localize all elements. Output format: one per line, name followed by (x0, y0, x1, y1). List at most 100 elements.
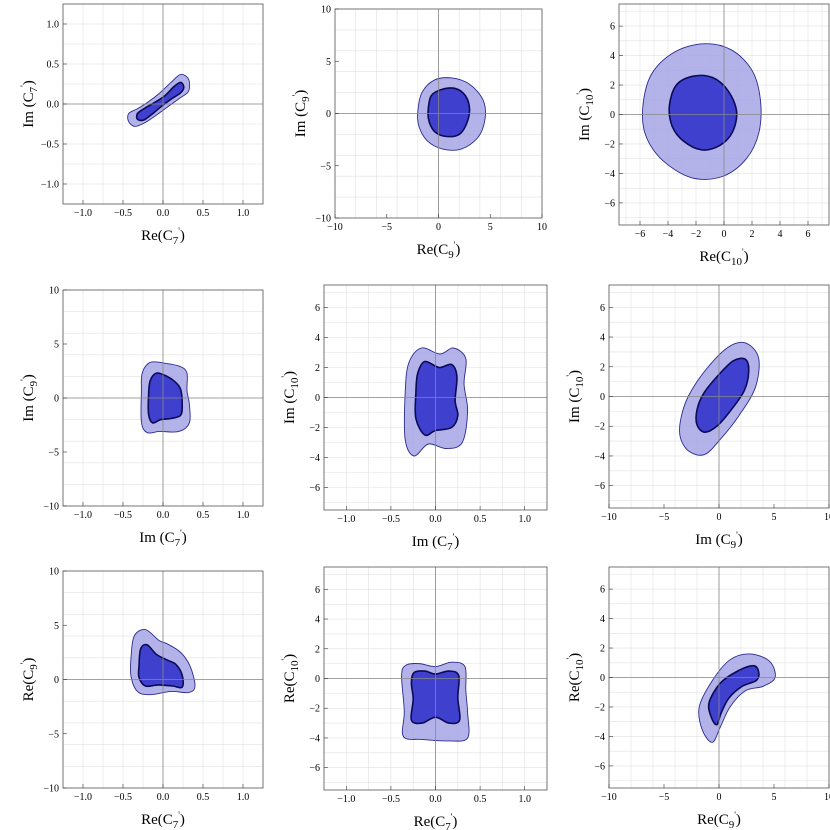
x-tick-label: −0.5 (114, 792, 132, 803)
x-tick-label: 0.0 (429, 514, 442, 525)
y-axis-label: Im (C9') (19, 374, 40, 422)
x-axis-label: Re(C9') (697, 810, 741, 830)
x-tick-label: 1.0 (518, 514, 531, 525)
y-tick-label: 4 (315, 615, 320, 626)
y-tick-label: 2 (600, 644, 605, 655)
x-tick-label: −1.0 (74, 208, 92, 219)
y-tick-label: −4 (594, 732, 605, 743)
x-tick-label: 0.0 (157, 208, 170, 219)
x-tick-label: −2 (691, 229, 702, 240)
x-tick-label: 0.0 (157, 510, 170, 521)
y-tick-label: −2 (309, 423, 320, 434)
x-tick-label: −0.5 (382, 794, 400, 805)
x-tick-label: −1.0 (74, 510, 92, 521)
panel-7: −1.0 −0.5 0.0 0.5 1.0 −10 −5 0 5 10 Re(C7') Re(C9') (19, 567, 264, 830)
y-tick-label: 0 (610, 110, 615, 121)
y-axis-label: Im (C10') (565, 370, 586, 423)
x-tick-label: 10 (537, 222, 547, 233)
x-axis-label: Re(C7') (141, 226, 185, 247)
x-axis-label: Re(C10') (699, 247, 748, 268)
y-tick-label: −6 (309, 763, 320, 774)
x-tick-label: 4 (778, 229, 783, 240)
x-tick-label: 1.0 (518, 794, 531, 805)
y-tick-label: 0 (315, 393, 320, 404)
y-tick-label: 10 (49, 286, 59, 297)
panel-4: −1.0 −0.5 0.0 0.5 1.0 −10 −5 0 5 10 Im (C7') Im (C9… (19, 286, 264, 549)
x-tick-label: 6 (806, 229, 811, 240)
x-tick-label: −1.0 (337, 794, 355, 805)
y-tick-label: −6 (309, 483, 320, 494)
y-tick-label: 2 (315, 644, 320, 655)
x-tick-label: −10 (327, 222, 343, 233)
y-tick-label: −4 (604, 169, 615, 180)
panel-5: −1.0 −0.5 0.0 0.5 1.0 −6 −4 −2 0 2 4 6 Im (C7') Im (C… (280, 284, 548, 553)
y-tick-label: −6 (604, 198, 615, 209)
y-tick-label: 2 (600, 362, 605, 373)
y-tick-label: 0.0 (47, 100, 60, 111)
y-tick-label: −6 (594, 761, 605, 772)
y-tick-label: 10 (49, 567, 59, 578)
x-tick-label: 0 (717, 792, 722, 803)
x-tick-label: −0.5 (114, 510, 132, 521)
x-tick-label: 0.0 (429, 794, 442, 805)
y-tick-label: 5 (54, 621, 59, 632)
y-axis-label: Re(C9') (19, 658, 40, 702)
panel-3: −6 −4 −2 0 2 4 6 −6 −4 −2 0 2 4 6 Re(C10') Im (C10') (575, 3, 830, 268)
x-tick-label: 1.0 (237, 208, 250, 219)
y-tick-label: 0 (326, 109, 331, 120)
y-tick-label: −5 (320, 161, 331, 172)
y-tick-label: −10 (315, 214, 331, 225)
x-tick-label: −1.0 (337, 514, 355, 525)
y-tick-label: 6 (600, 585, 605, 596)
x-tick-label: 10 (824, 512, 830, 523)
panel-2: −10 −5 0 5 10 −10 −5 0 5 10 Re(C9') Im (C9') (291, 5, 547, 262)
inner-confidence-region (695, 357, 750, 433)
y-tick-label: 0 (315, 674, 320, 685)
y-tick-label: 0 (600, 392, 605, 403)
y-tick-label: −5 (48, 448, 59, 459)
x-tick-label: −5 (659, 512, 670, 523)
x-tick-label: −0.5 (114, 208, 132, 219)
x-tick-label: 10 (824, 792, 830, 803)
x-tick-label: 0 (722, 229, 727, 240)
y-tick-label: 4 (600, 614, 605, 625)
x-axis-label: Im (C7') (139, 528, 187, 549)
x-tick-label: 0.5 (197, 510, 210, 521)
y-tick-label: 1.0 (47, 20, 60, 31)
y-tick-label: 4 (315, 333, 320, 344)
inner-confidence-region (137, 643, 185, 689)
x-tick-label: −10 (601, 792, 617, 803)
y-tick-label: 0 (54, 394, 59, 405)
x-tick-label: 5 (488, 222, 493, 233)
x-tick-label: −1.0 (74, 792, 92, 803)
panel-8: −1.0 −0.5 0.0 0.5 1.0 −6 −4 −2 0 2 4 6 Re(C7') Re(C10… (280, 566, 548, 830)
x-tick-label: 0.5 (197, 208, 210, 219)
x-tick-label: 0.5 (474, 794, 487, 805)
y-tick-label: 6 (315, 585, 320, 596)
x-tick-label: −5 (659, 792, 670, 803)
y-tick-label: −6 (594, 481, 605, 492)
x-tick-label: 0.0 (157, 792, 170, 803)
x-tick-label: −4 (663, 229, 674, 240)
y-tick-label: 6 (610, 22, 615, 33)
y-tick-label: 2 (610, 81, 615, 92)
y-tick-label: 10 (321, 5, 331, 16)
x-tick-label: 1.0 (237, 792, 250, 803)
x-axis-label: Re(C9') (417, 240, 461, 261)
x-axis-label: Re(C7') (141, 810, 185, 830)
y-axis-label: Im (C9') (291, 90, 312, 138)
y-tick-label: −1.0 (41, 180, 59, 191)
y-tick-label: −4 (594, 451, 605, 462)
y-tick-label: −2 (594, 702, 605, 713)
y-tick-label: 2 (315, 363, 320, 374)
y-tick-label: −2 (604, 139, 615, 150)
y-axis-label: Im (C10') (575, 88, 596, 141)
inner-confidence-region (135, 81, 185, 122)
x-tick-label: −10 (601, 512, 617, 523)
y-tick-label: 5 (54, 340, 59, 351)
inner-confidence-region (427, 87, 471, 138)
x-tick-label: 1.0 (237, 510, 250, 521)
x-tick-label: 0 (436, 222, 441, 233)
y-tick-label: 6 (600, 303, 605, 314)
